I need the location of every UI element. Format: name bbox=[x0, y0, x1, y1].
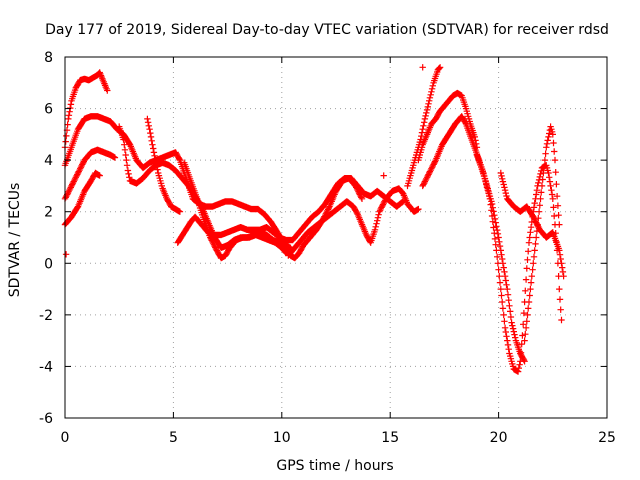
y-tick-label: 4 bbox=[44, 153, 53, 169]
plus-marker-path bbox=[144, 115, 184, 215]
series-marks bbox=[174, 175, 407, 246]
plus-marker-path bbox=[497, 169, 567, 280]
plus-marker-path bbox=[62, 64, 426, 258]
x-tick-label: 5 bbox=[169, 430, 178, 446]
y-tick-label: -6 bbox=[39, 411, 53, 427]
axis-ticks: 0 5 10 15 20 25 -6 -4 -2 0 2 4 6 8 bbox=[39, 50, 616, 446]
y-tick-label: -2 bbox=[39, 308, 53, 324]
x-tick-label: 0 bbox=[61, 430, 70, 446]
plus-marker-path bbox=[521, 123, 563, 344]
series-marks bbox=[144, 115, 184, 215]
plus-marker-path bbox=[285, 185, 422, 259]
data-marks bbox=[61, 64, 567, 375]
series-marks bbox=[415, 89, 481, 164]
y-tick-label: 6 bbox=[44, 102, 53, 118]
chart-title: Day 177 of 2019, Sidereal Day-to-day VTE… bbox=[45, 22, 609, 38]
x-tick-label: 10 bbox=[273, 430, 291, 446]
x-tick-label: 15 bbox=[381, 430, 399, 446]
series-marks bbox=[285, 185, 422, 259]
y-tick-label: -4 bbox=[39, 359, 53, 375]
series-marks bbox=[404, 64, 444, 190]
y-tick-label: 8 bbox=[44, 50, 53, 66]
plot-border bbox=[64, 56, 608, 419]
x-tick-label: 25 bbox=[598, 430, 616, 446]
plus-marker-path bbox=[415, 89, 481, 164]
plus-marker-path bbox=[174, 175, 407, 246]
y-tick-label: 2 bbox=[44, 205, 53, 221]
plus-marker-path bbox=[181, 159, 290, 262]
series-marks bbox=[62, 64, 426, 258]
plus-marker-path bbox=[404, 64, 444, 190]
x-axis-label: GPS time / hours bbox=[276, 458, 393, 474]
y-axis-label: SDTVAR / TECUs bbox=[7, 183, 23, 298]
series-marks bbox=[521, 123, 563, 344]
series-marks bbox=[497, 169, 567, 280]
y-tick-label: 0 bbox=[44, 256, 53, 272]
x-tick-label: 20 bbox=[490, 430, 508, 446]
series-marks bbox=[181, 159, 290, 262]
